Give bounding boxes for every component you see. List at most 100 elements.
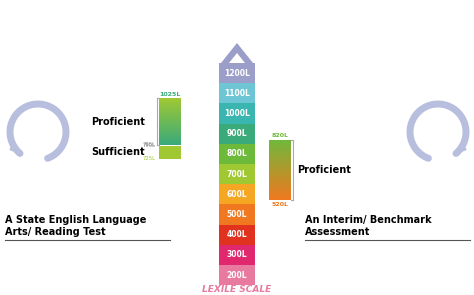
Bar — [159, 114, 181, 115]
Text: 700L: 700L — [227, 170, 247, 178]
Text: 500L: 500L — [227, 210, 247, 219]
Bar — [159, 139, 181, 140]
Bar — [269, 140, 291, 141]
Bar — [269, 144, 291, 146]
Bar — [269, 179, 291, 181]
Bar — [269, 199, 291, 200]
Text: 300L: 300L — [227, 250, 247, 259]
Text: Sufficient: Sufficient — [91, 148, 145, 158]
Text: 1100L: 1100L — [224, 89, 250, 98]
Bar — [269, 173, 291, 175]
Bar — [159, 119, 181, 120]
Bar — [269, 160, 291, 161]
Bar — [269, 181, 291, 182]
Bar — [219, 83, 255, 104]
Bar — [159, 132, 181, 133]
Text: Proficient: Proficient — [297, 165, 351, 175]
Bar — [219, 224, 255, 245]
Text: 725L: 725L — [143, 156, 156, 161]
Bar — [159, 133, 181, 134]
Text: 820L: 820L — [272, 133, 289, 138]
Text: 800L: 800L — [227, 149, 247, 158]
Bar — [159, 141, 181, 142]
Bar — [159, 103, 181, 104]
Bar — [219, 204, 255, 224]
Bar — [159, 102, 181, 103]
Text: 600L: 600L — [227, 190, 247, 199]
Bar — [269, 185, 291, 187]
Bar — [159, 137, 181, 138]
Bar — [269, 168, 291, 170]
Bar — [269, 196, 291, 197]
Text: 400L: 400L — [227, 230, 247, 239]
Bar — [159, 135, 181, 137]
Text: 200L: 200L — [227, 271, 247, 280]
Bar — [269, 187, 291, 188]
Bar — [159, 125, 181, 126]
Bar — [159, 134, 181, 135]
Bar — [159, 111, 181, 112]
Text: LEXILE SCALE: LEXILE SCALE — [202, 285, 272, 294]
Bar — [219, 144, 255, 164]
Bar — [219, 164, 255, 184]
Bar — [269, 155, 291, 156]
Bar — [159, 99, 181, 101]
Bar — [269, 165, 291, 167]
Bar — [269, 167, 291, 168]
Bar — [269, 141, 291, 143]
Bar — [269, 156, 291, 158]
Bar — [269, 175, 291, 176]
Text: Assessment: Assessment — [305, 227, 370, 237]
Bar — [159, 142, 181, 144]
Text: Proficient: Proficient — [91, 117, 145, 127]
Text: 900L: 900L — [227, 129, 247, 138]
Bar — [269, 143, 291, 144]
Bar — [159, 112, 181, 114]
Bar — [269, 150, 291, 152]
Bar — [159, 101, 181, 102]
Bar — [159, 104, 181, 105]
Bar — [269, 197, 291, 199]
Bar — [159, 117, 181, 118]
Bar — [159, 124, 181, 125]
Bar — [159, 105, 181, 106]
Bar — [159, 129, 181, 130]
Bar — [269, 149, 291, 150]
Text: 1200L: 1200L — [224, 69, 250, 78]
Bar — [159, 106, 181, 108]
Bar — [269, 188, 291, 190]
Bar — [269, 158, 291, 160]
Bar — [269, 178, 291, 179]
Bar — [159, 131, 181, 132]
Bar — [159, 140, 181, 141]
Bar — [269, 161, 291, 163]
Text: 520L: 520L — [272, 202, 289, 207]
Text: 790L: 790L — [143, 143, 156, 148]
Text: An Interim/ Benchmark: An Interim/ Benchmark — [305, 215, 432, 225]
Bar — [159, 146, 181, 159]
Bar — [269, 176, 291, 178]
Bar — [159, 130, 181, 131]
Bar — [159, 115, 181, 116]
Text: A State English Language: A State English Language — [5, 215, 146, 225]
Bar — [269, 153, 291, 155]
Polygon shape — [221, 43, 253, 63]
Bar — [219, 184, 255, 204]
Bar — [159, 120, 181, 122]
Bar — [269, 170, 291, 172]
Bar — [269, 191, 291, 193]
Bar — [219, 265, 255, 285]
Bar — [269, 184, 291, 185]
Bar — [219, 104, 255, 124]
Bar — [219, 245, 255, 265]
Bar — [159, 127, 181, 129]
Bar — [269, 182, 291, 184]
Bar — [269, 194, 291, 196]
Bar — [159, 126, 181, 127]
Bar — [159, 98, 181, 99]
Bar — [269, 193, 291, 194]
Bar — [269, 146, 291, 147]
Bar — [159, 116, 181, 117]
Bar — [269, 164, 291, 165]
Bar — [159, 122, 181, 123]
